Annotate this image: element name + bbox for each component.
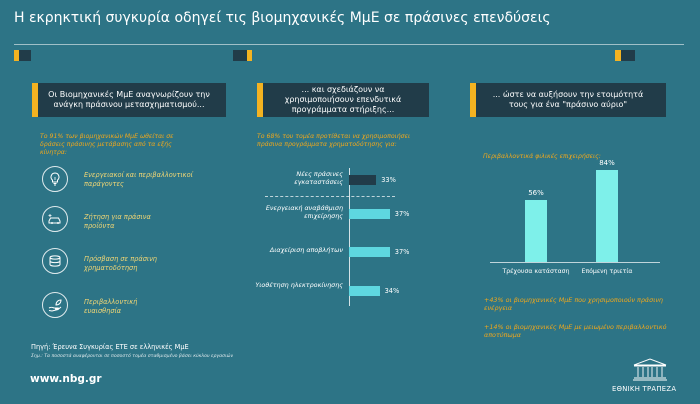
page-title: Η εκρηκτική συγκυρία οδηγεί τις βιομηχαν… <box>14 10 551 26</box>
lightbulb-leaf-icon <box>42 166 68 192</box>
h-divider <box>265 196 395 197</box>
footnote-text: Σημ.: Τα ποσοστά αναφέρονται σε ποσοστό … <box>31 354 234 359</box>
h-category-label: Διαχείριση αποβλήτων <box>269 246 343 254</box>
source-text: Πηγή: Έρευνα Συγκυρίας ΕΤΕ σε ελληνικές … <box>31 343 189 351</box>
stripe-mid-dark <box>233 50 247 61</box>
stripe-left-yellow <box>14 50 19 61</box>
v-bar <box>596 169 618 262</box>
left-box-text: Οι Βιομηχανικές ΜμΕ αναγνωρίζουν την ανά… <box>48 90 210 109</box>
h-bar <box>349 209 390 219</box>
v-category-label: Τρέχουσα κατάσταση <box>502 268 570 275</box>
stripe-right-dark <box>621 50 635 61</box>
h-bar <box>349 286 380 296</box>
factor-label-demand: Ζήτηση για πράσινα προϊόντα <box>84 213 151 230</box>
v-category-label: Επόμενη τριετία <box>581 268 633 275</box>
h-bar <box>349 175 377 185</box>
left-box-accent <box>32 83 38 117</box>
v-baseline <box>490 262 660 263</box>
v-value-label: 56% <box>528 189 544 198</box>
coins-icon <box>42 248 68 274</box>
middle-header-box: ... και σχεδιάζουν να χρησιμοποιήσουν επ… <box>257 83 429 117</box>
left-header-box: Οι Βιομηχανικές ΜμΕ αναγνωρίζουν την ανά… <box>32 83 226 117</box>
factor-label-energy: Ενεργειακοί και περιβαλλοντικοί παράγοντ… <box>84 171 193 188</box>
right-box-accent <box>470 83 476 117</box>
h-value-label: 37% <box>394 248 410 256</box>
h-value-label: 33% <box>381 176 396 184</box>
middle-subtitle: Το 68% του τομέα προτίθεται να χρησιμοπο… <box>257 133 411 148</box>
right-box-text: ... ώστε να αυξήσουν την ετοιμότητά τους… <box>492 90 644 109</box>
h-axis-line <box>349 168 350 306</box>
stripe-left-dark <box>19 50 31 61</box>
h-category-label: Ενεργειακή αναβάθμιση επιχείρησης <box>265 204 343 220</box>
h-category-label: Υιοθέτηση ηλεκτροκίνησης <box>255 281 343 289</box>
title-divider <box>14 44 684 45</box>
hand-leaf-icon <box>42 292 68 318</box>
h-value-label: 37% <box>394 210 410 218</box>
right-note-2: +14% οι βιομηχανικές ΜμΕ με μειωμένο περ… <box>484 323 667 339</box>
middle-box-accent <box>257 83 263 117</box>
website-link[interactable]: www.nbg.gr <box>30 373 102 385</box>
v-bar <box>525 200 547 262</box>
middle-box-text: ... και σχεδιάζουν να χρησιμοποιήσουν επ… <box>284 85 402 114</box>
stripe-right-yellow <box>615 50 621 61</box>
electric-car-icon <box>42 206 68 232</box>
h-bar <box>349 247 390 257</box>
h-value-label: 34% <box>384 287 400 295</box>
right-header-box: ... ώστε να αυξήσουν την ετοιμότητά τους… <box>470 83 666 117</box>
bank-building-icon <box>633 358 667 381</box>
v-value-label: 84% <box>599 158 615 167</box>
right-subtitle: Περιβαλλοντικά φιλικές επιχειρήσεις: <box>483 153 601 160</box>
factor-label-sensitivity: Περιβαλλοντική ευαισθησία <box>84 298 138 315</box>
factor-label-financing: Πρόσβαση σε πράσινη χρηματοδότηση <box>84 255 157 272</box>
left-subtitle: Το 91% των βιομηχανικών ΜμΕ ωθείται σε δ… <box>40 133 174 156</box>
bank-name: ΕΘΝΙΚΗ ΤΡΑΠΕΖΑ <box>612 385 677 393</box>
right-note-1: +43% οι βιομηχανικές ΜμΕ που χρησιμοποιο… <box>484 296 663 312</box>
h-category-label: Νέες πράσινες εγκαταστάσεις <box>294 170 343 186</box>
stripe-mid-yellow <box>247 50 252 61</box>
